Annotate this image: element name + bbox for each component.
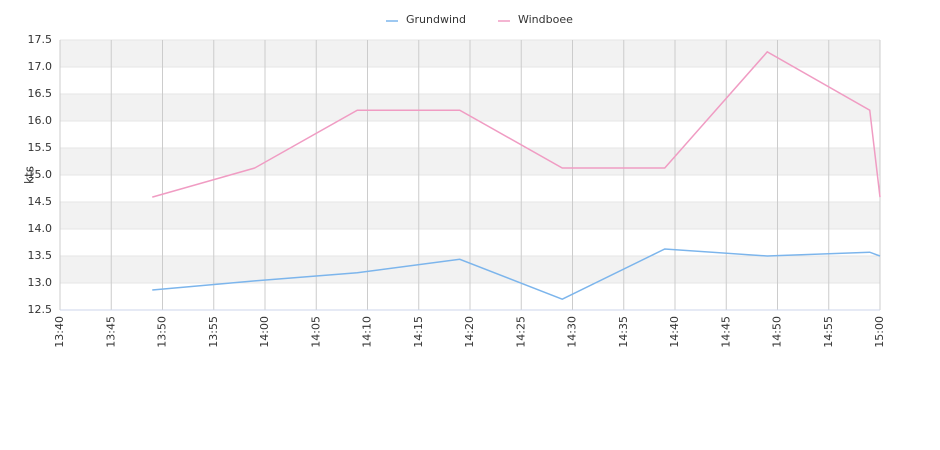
y-tick-label: 14.5 (28, 195, 53, 208)
y-tick-label: 17.0 (28, 60, 53, 73)
x-tick-label: 14:40 (668, 316, 681, 348)
x-tick-label: 13:45 (104, 316, 117, 348)
x-tick-label: 14:05 (309, 316, 322, 348)
x-tick-label: 14:25 (514, 316, 527, 348)
y-tick-label: 15.5 (28, 141, 53, 154)
legend-label: Grundwind (406, 13, 466, 26)
y-tick-label: 15.0 (28, 168, 53, 181)
x-tick-label: 14:45 (719, 316, 732, 348)
y-tick-label: 16.0 (28, 114, 53, 127)
series-line (152, 248, 881, 301)
x-tick-label: 13:50 (156, 316, 169, 348)
y-tick-label: 14.0 (28, 222, 53, 235)
x-tick-label: 14:50 (771, 316, 784, 348)
x-tick-label: 14:10 (361, 316, 374, 348)
x-tick-label: 14:30 (566, 316, 579, 348)
y-tick-label: 13.0 (28, 276, 53, 289)
x-tick-label: 14:20 (463, 316, 476, 348)
x-tick-label: 15:00 (873, 316, 886, 348)
x-tick-label: 14:00 (258, 316, 271, 348)
y-tick-label: 12.5 (28, 303, 53, 316)
x-tick-label: 14:55 (822, 316, 835, 348)
x-tick-label: 14:15 (412, 316, 425, 348)
y-tick-label: 17.5 (28, 33, 53, 46)
x-tick-label: 13:55 (207, 316, 220, 348)
x-tick-label: 14:35 (617, 316, 630, 348)
x-tick-label: 13:40 (53, 316, 66, 348)
series-line (152, 50, 881, 198)
legend-label: Windboee (518, 13, 573, 26)
y-tick-label: 16.5 (28, 87, 53, 100)
y-tick-label: 13.5 (28, 249, 53, 262)
y-axis-label: kts (23, 166, 37, 184)
